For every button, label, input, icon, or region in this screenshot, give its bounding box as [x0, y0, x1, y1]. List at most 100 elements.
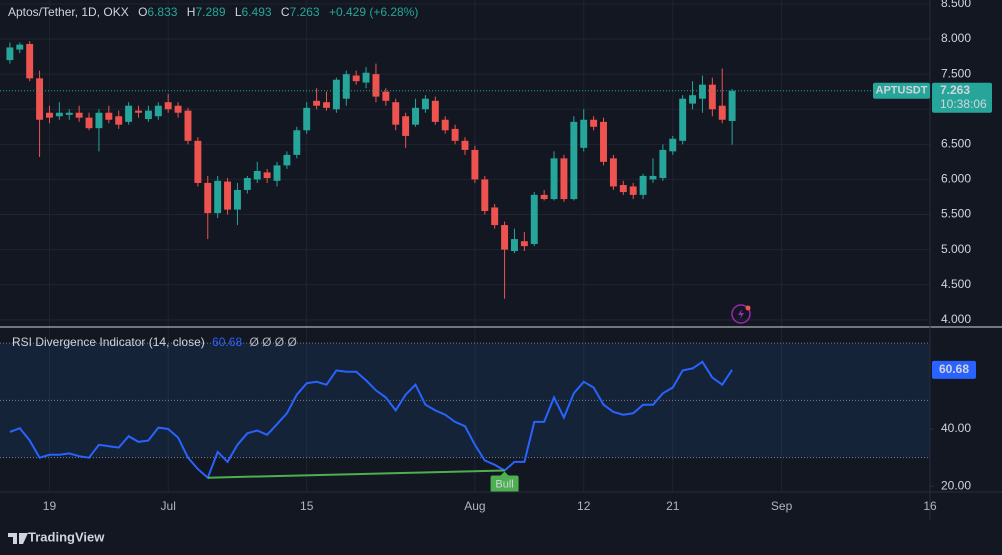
y-tick-label: 4.500	[941, 277, 971, 291]
candle-body	[619, 185, 627, 193]
candle-body	[441, 119, 449, 131]
candle-body	[233, 189, 241, 210]
ohlc-label: H	[187, 5, 196, 19]
indicator-flags: Ø Ø Ø Ø	[249, 335, 296, 349]
symbol-tag	[873, 82, 930, 99]
ohlc-label: O	[138, 5, 147, 19]
y-tick-label: 8.500	[941, 0, 971, 10]
candle-body	[649, 175, 657, 180]
ohlc-label: L	[235, 5, 242, 19]
candle-body	[511, 239, 518, 252]
candle-body	[263, 172, 271, 179]
candle-body	[85, 117, 93, 129]
candle-body	[590, 119, 598, 127]
candle-body	[659, 149, 667, 179]
x-tick-label: 19	[43, 499, 57, 513]
y-tick-label: 40.00	[941, 421, 971, 435]
x-tick-label: Sep	[771, 499, 793, 513]
logo[interactable]: TradingView	[8, 529, 105, 544]
y-tick-label: 5.000	[941, 242, 971, 256]
rsi-line	[9, 360, 733, 480]
candle-body	[36, 78, 44, 120]
candle-body	[253, 171, 261, 180]
candle-body	[243, 178, 251, 190]
candle-body	[323, 102, 330, 108]
ohlc-value: 7.289	[195, 5, 225, 19]
candle-body	[283, 154, 291, 166]
x-tick-label: 16	[923, 499, 937, 513]
candle-body	[75, 112, 83, 118]
brand: TradingView	[28, 529, 105, 544]
candle-body	[154, 105, 162, 117]
y-tick-label: 6.000	[941, 172, 971, 186]
ohlc-value: 7.263	[290, 5, 320, 19]
candle-body	[481, 179, 489, 212]
candle-body	[95, 112, 103, 129]
candle-body	[698, 84, 706, 99]
candle-body	[520, 241, 528, 247]
candle-body	[550, 158, 558, 200]
candle-body	[115, 116, 123, 125]
ohlc-value: 6.493	[242, 5, 272, 19]
candle-body	[184, 110, 192, 141]
candle-body	[451, 128, 459, 141]
y-tick-label: 7.500	[941, 66, 971, 80]
price-tag	[932, 82, 992, 113]
candle-body	[372, 74, 380, 97]
candle-body	[46, 112, 53, 118]
candle-body	[204, 182, 212, 214]
candle-body	[224, 181, 232, 210]
candle-body	[392, 102, 400, 125]
x-tick-label: 21	[666, 499, 680, 513]
y-tick-label: 4.000	[941, 312, 971, 326]
candle-body	[471, 149, 479, 180]
price-tag-value: 7.263	[940, 83, 970, 97]
ohlc-label: C	[281, 5, 290, 19]
change: +0.429 (+6.28%)	[329, 5, 418, 19]
candle-body	[718, 105, 726, 120]
alert-icon[interactable]	[731, 304, 751, 324]
candle-body	[609, 158, 617, 187]
candle-body	[313, 100, 321, 106]
candle-body	[570, 121, 578, 200]
candle-body	[540, 194, 548, 200]
icon-bolt	[738, 309, 744, 319]
candle-body	[362, 72, 370, 83]
y-tick-label: 8.000	[941, 31, 971, 45]
indicator-title: RSI Divergence Indicator (14, close)	[12, 335, 205, 349]
rsi-header: RSI Divergence Indicator (14, close) 60.…	[12, 335, 297, 349]
symbol-tag-label: APTUSDT	[876, 85, 928, 97]
logo-mark	[8, 533, 28, 544]
candle-body	[164, 102, 172, 110]
rsi-tag-value: 60.68	[939, 362, 969, 376]
candle-body	[382, 91, 390, 101]
candle-body	[491, 207, 499, 226]
candle-body	[461, 140, 469, 150]
rsi-tag	[932, 360, 976, 379]
candle-body	[530, 194, 538, 245]
icon-dot	[745, 305, 751, 311]
candle-body	[580, 119, 588, 148]
ohlc-value: 6.833	[147, 5, 177, 19]
header: Aptos/Tether, 1D, OKX O6.833 H7.289 L6.4…	[8, 5, 418, 19]
divergence-line	[207, 469, 505, 479]
candle-body	[708, 84, 716, 110]
candle-body	[728, 90, 736, 121]
candle-body	[125, 105, 133, 122]
candle-body	[412, 107, 419, 125]
divergence-label: Bull	[495, 478, 513, 490]
candle-body	[135, 110, 142, 113]
grid	[0, 0, 934, 492]
candle-body	[55, 112, 63, 117]
x-tick-label: 12	[577, 499, 591, 513]
candle-body	[26, 43, 34, 79]
icon-ring	[731, 304, 751, 324]
candle-body	[679, 98, 687, 141]
candle-body	[421, 98, 429, 110]
x-tick-label: Aug	[464, 499, 485, 513]
candle-body	[402, 116, 410, 136]
candle-body	[689, 95, 697, 104]
divergence-label-pointer	[500, 471, 509, 476]
candle-body	[174, 105, 182, 113]
